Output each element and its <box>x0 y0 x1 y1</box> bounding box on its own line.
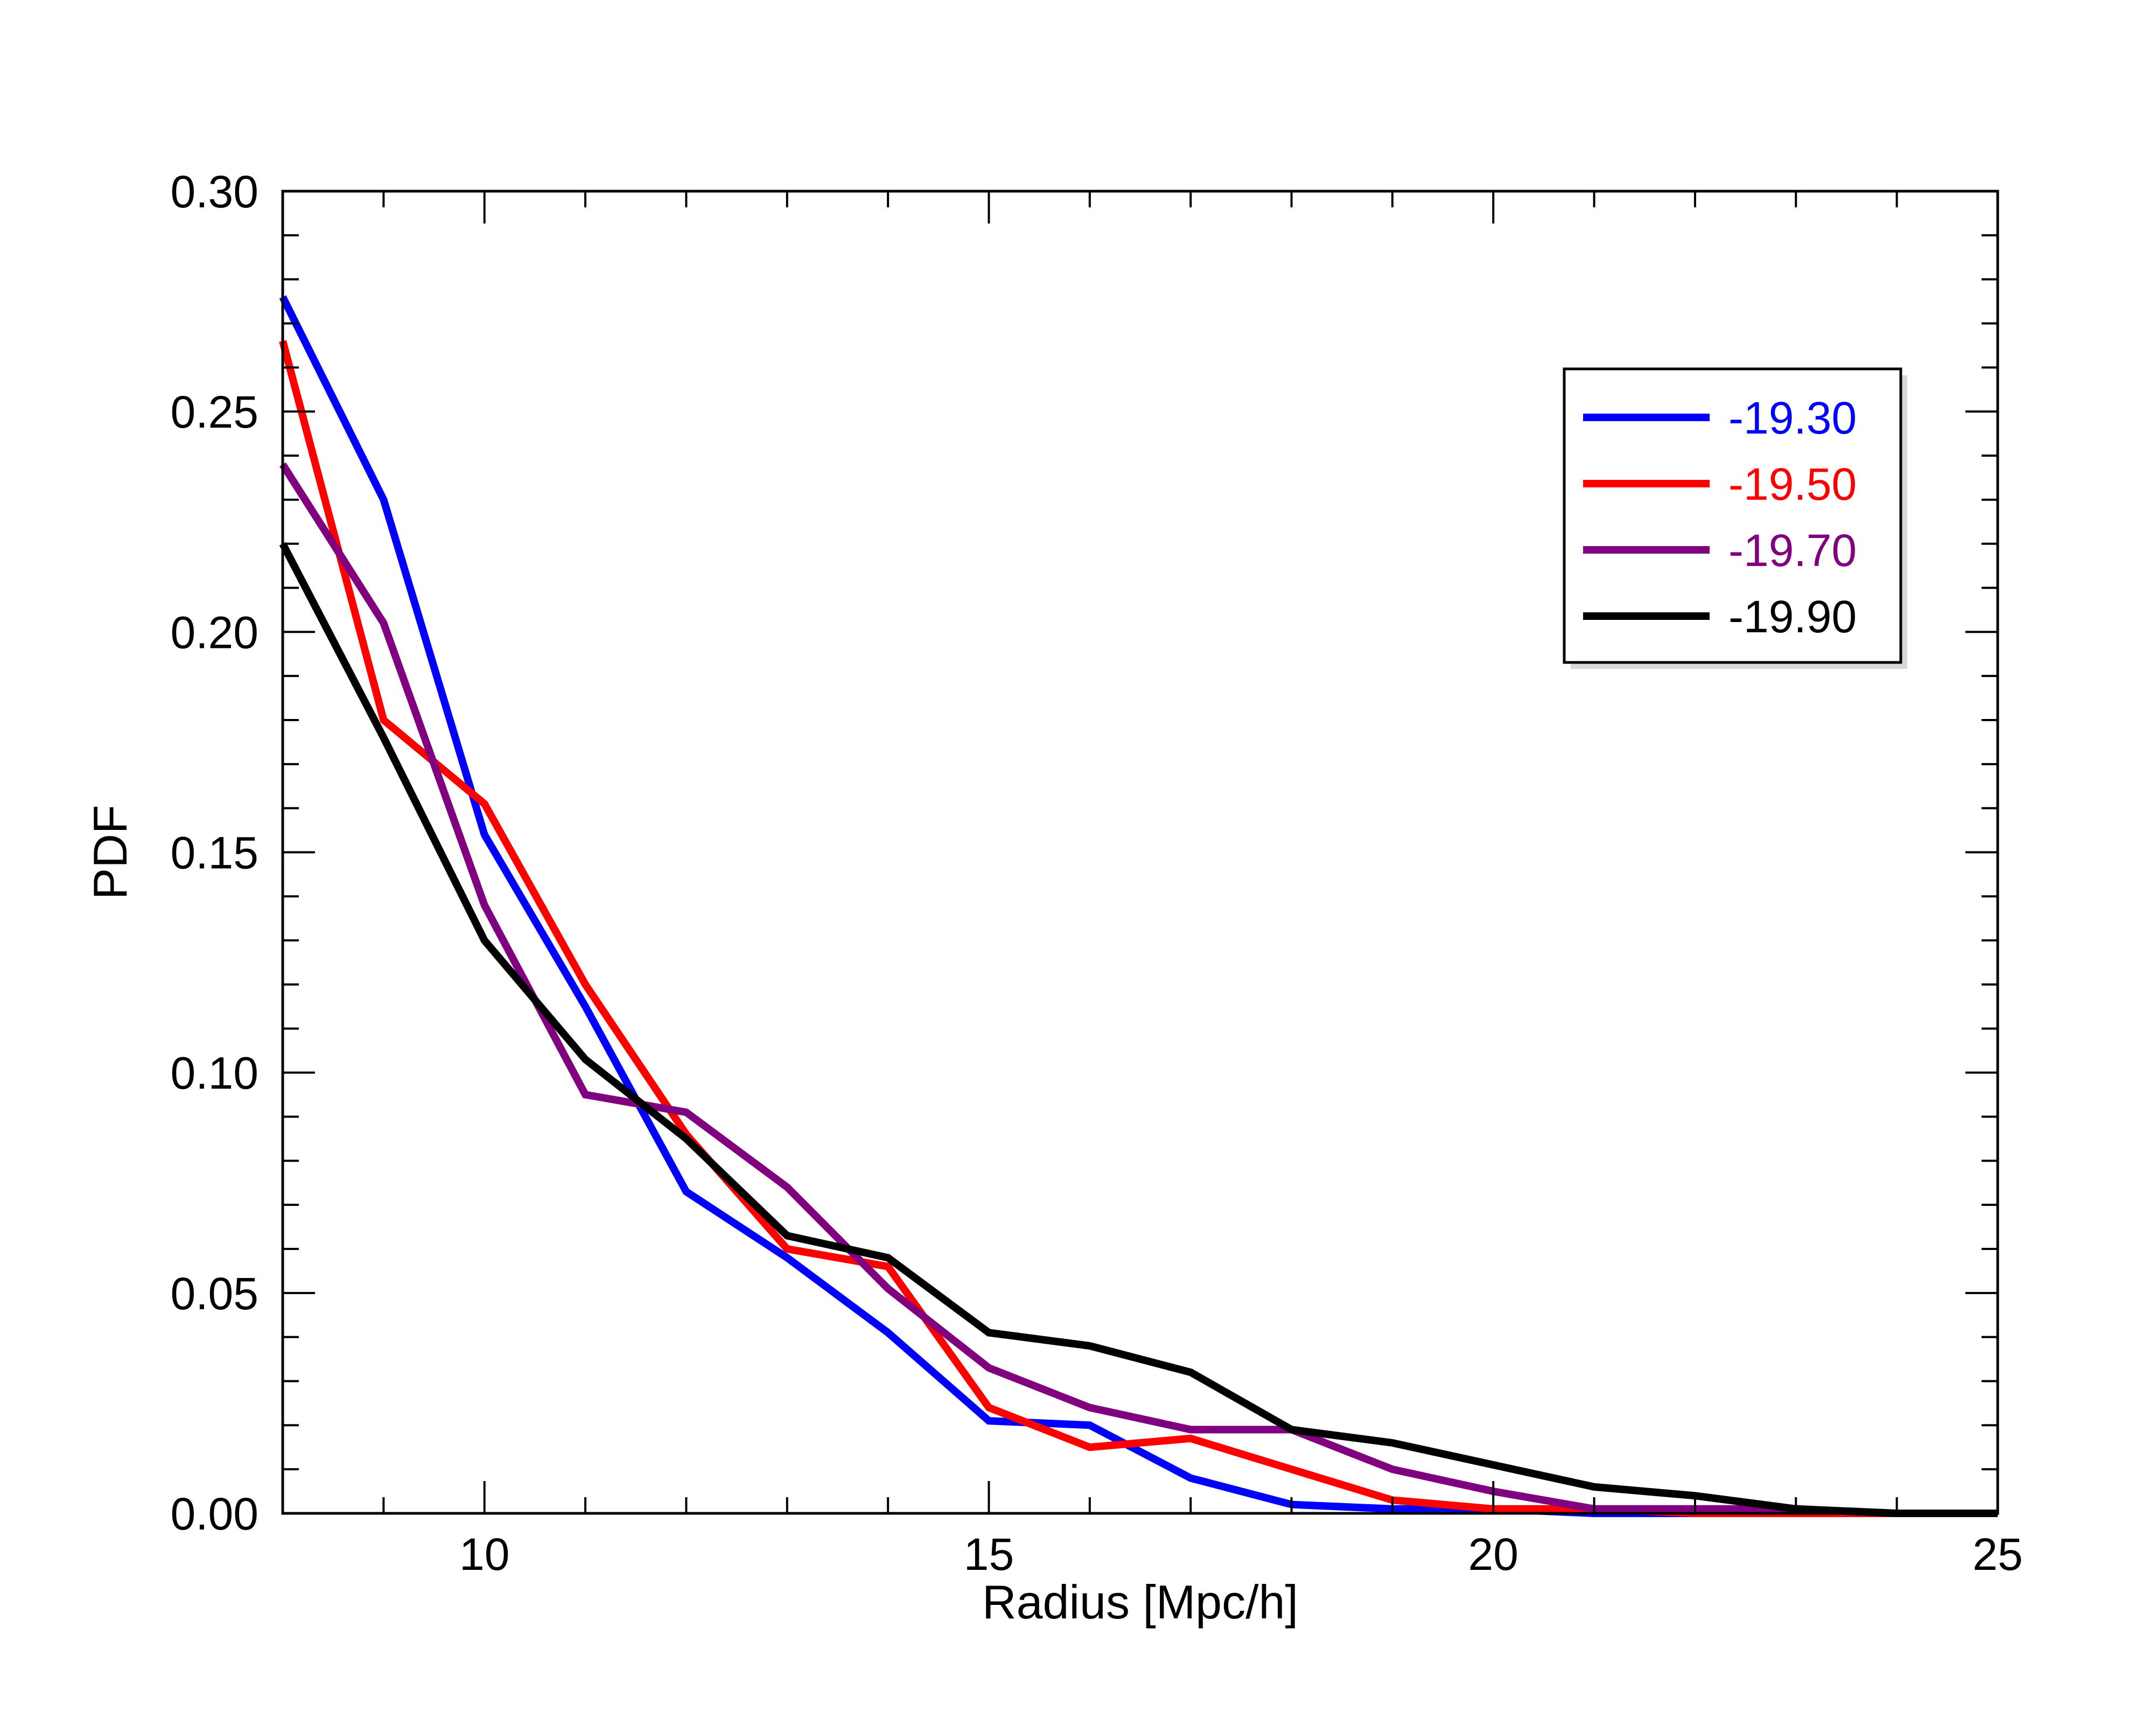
series-line-3 <box>279 542 1998 1517</box>
y-tick-label: 0.05 <box>171 1268 259 1319</box>
legend-label: -19.70 <box>1728 525 1857 576</box>
y-tick-label: 0.00 <box>171 1489 259 1539</box>
y-tick-label: 0.30 <box>171 166 259 217</box>
legend-label: -19.90 <box>1728 591 1857 642</box>
y-tick-label: 0.15 <box>171 828 259 878</box>
x-tick-label: 20 <box>1468 1529 1518 1580</box>
series-line-2 <box>279 462 1998 1517</box>
tick-labels: 10 15 20 25 0.00 0.05 0.10 0.15 0.20 0.25 0.30 <box>171 166 2023 1580</box>
x-tick-label: 15 <box>964 1529 1014 1580</box>
y-tick-label: 0.25 <box>171 387 259 437</box>
y-tick-label: 0.20 <box>171 607 259 658</box>
x-tick-label: 25 <box>1972 1529 2022 1580</box>
legend-label: -19.50 <box>1728 459 1857 509</box>
x-tick-label: 10 <box>459 1529 509 1580</box>
x-axis-label: Radius [Mpc/h] <box>982 1575 1298 1629</box>
legend: -19.30 -19.50 -19.70 -19.90 <box>1563 367 1907 669</box>
y-axis-label: PDF <box>83 805 137 900</box>
legend-label: -19.30 <box>1728 393 1857 443</box>
y-tick-label: 0.10 <box>171 1048 259 1099</box>
plot-frame <box>281 190 1999 1515</box>
